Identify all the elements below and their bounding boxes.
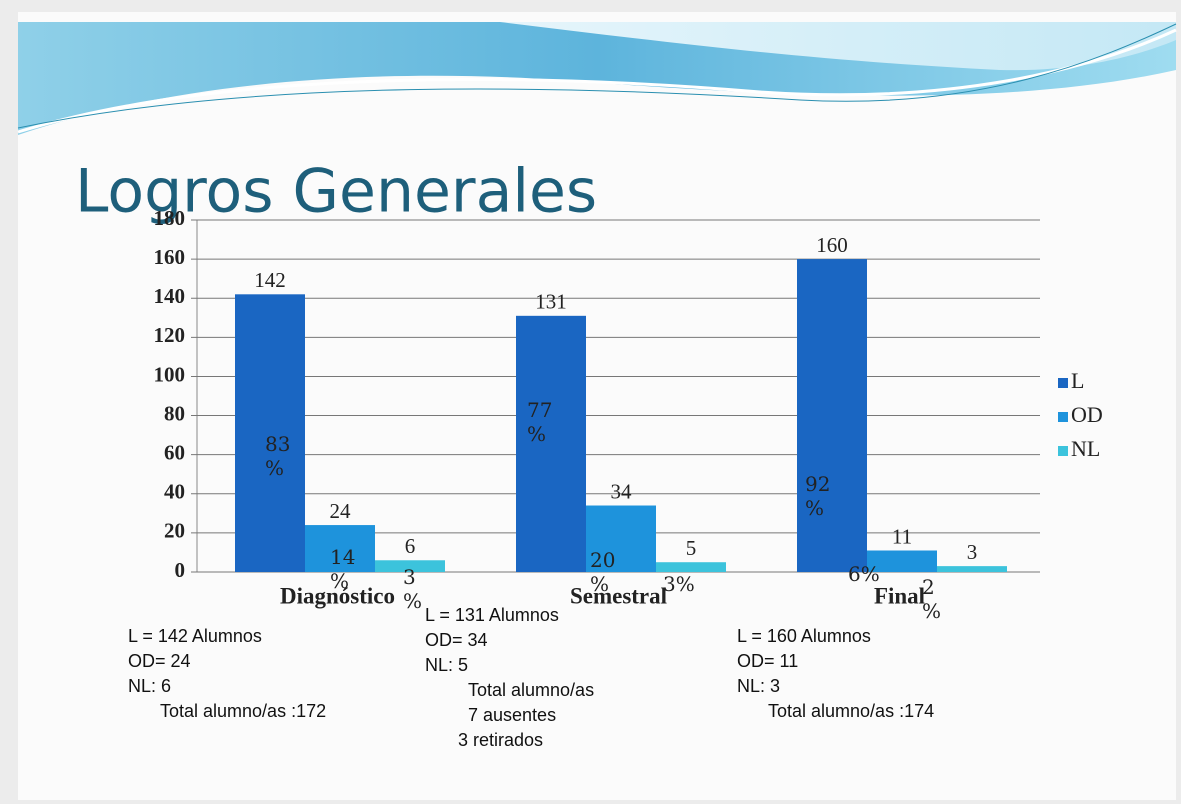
legend-swatch: [1058, 412, 1068, 422]
note-line: 3 retirados: [458, 728, 543, 752]
percent-label: 6%: [848, 562, 882, 586]
legend-label: OD: [1071, 402, 1103, 427]
y-tick-label: 160: [154, 245, 186, 269]
percent-label: 14%: [330, 545, 364, 593]
y-tick-label: 120: [154, 323, 186, 347]
value-label: 142: [254, 268, 286, 292]
value-label: 131: [535, 290, 567, 314]
slide-background: [18, 12, 1176, 800]
legend-swatch: [1058, 446, 1068, 456]
value-label: 6: [405, 534, 416, 558]
percent-label: 92 %: [805, 472, 839, 520]
y-tick-label: 100: [154, 362, 186, 386]
note-line: NL: 5: [425, 653, 468, 677]
note-line: NL: 6: [128, 674, 171, 698]
note-line: OD= 34: [425, 628, 488, 652]
y-tick-label: 0: [175, 558, 186, 582]
value-label: 24: [330, 499, 352, 523]
bar: [656, 562, 726, 572]
y-tick-label: 20: [164, 519, 185, 543]
y-tick-label: 180: [154, 206, 186, 230]
value-label: 11: [892, 524, 912, 548]
note-line: NL: 3: [737, 674, 780, 698]
note-line: L = 142 Alumnos: [128, 624, 262, 648]
percent-label: 83 %: [265, 432, 299, 480]
value-label: 3: [967, 540, 978, 564]
percent-label: 3%: [663, 572, 697, 596]
percent-label: 77 %: [527, 398, 561, 446]
value-label: 34: [611, 479, 633, 503]
percent-label: 2 %: [922, 575, 956, 623]
legend-label: NL: [1071, 436, 1100, 461]
percent-label: 20 %: [590, 548, 624, 596]
value-label: 160: [816, 233, 848, 257]
note-line: L = 131 Alumnos: [425, 603, 559, 627]
note-line: Total alumno/as :174: [768, 699, 934, 723]
page: {"chart_data": { "type": "bar", "title":…: [0, 0, 1181, 804]
y-tick-label: 60: [164, 440, 185, 464]
y-tick-label: 40: [164, 480, 185, 504]
legend-label: L: [1071, 368, 1084, 393]
bar: [937, 566, 1007, 572]
note-line: Total alumno/as: [468, 678, 594, 702]
note-line: OD= 24: [128, 649, 191, 673]
note-line: 7 ausentes: [468, 703, 556, 727]
y-tick-label: 140: [154, 284, 186, 308]
note-line: L = 160 Alumnos: [737, 624, 871, 648]
value-label: 5: [686, 536, 697, 560]
y-tick-label: 80: [164, 401, 185, 425]
note-line: OD= 11: [737, 649, 798, 673]
note-line: Total alumno/as :172: [160, 699, 326, 723]
legend-swatch: [1058, 378, 1068, 388]
bar: [797, 259, 867, 572]
x-tick-label: Final: [874, 583, 925, 608]
